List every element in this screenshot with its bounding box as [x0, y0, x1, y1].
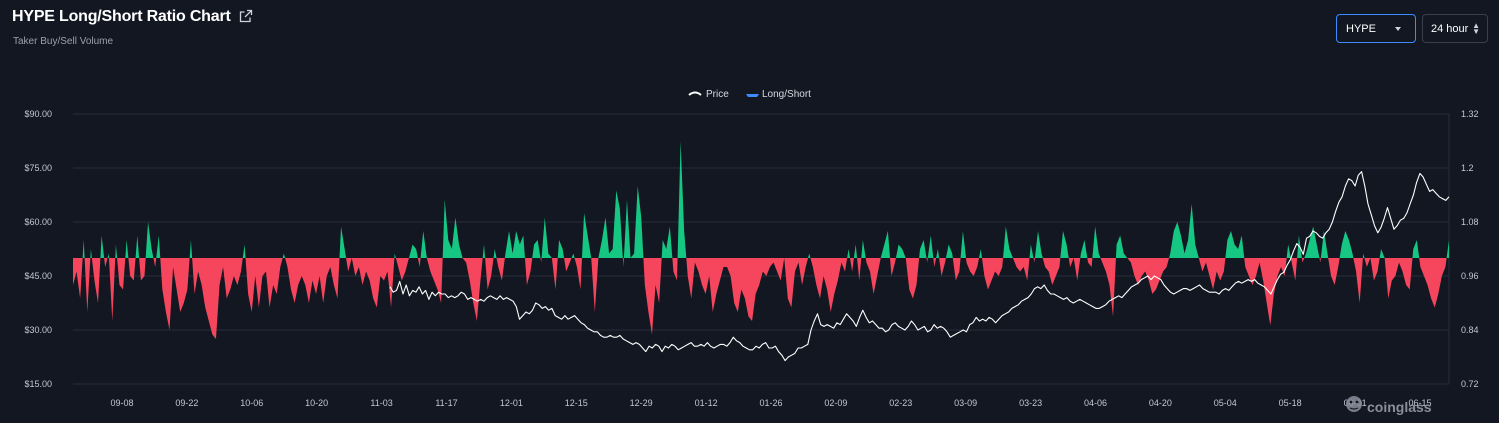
sort-arrows-icon: ▲ ▼ — [1472, 21, 1480, 36]
y-left-tick-label: $30.00 — [24, 325, 52, 335]
x-tick-label: 09-08 — [110, 398, 133, 408]
long-short-area — [73, 141, 1450, 339]
x-tick-label: 05-04 — [1214, 398, 1237, 408]
period-select-value: 24 hour — [1431, 22, 1469, 35]
y-right-tick-label: 1.2 — [1461, 163, 1474, 173]
x-tick-label: 04-06 — [1084, 398, 1107, 408]
price-series-line — [389, 171, 1450, 362]
y-left-tick-label: $45.00 — [24, 271, 52, 281]
y-right-tick-label: 0.84 — [1461, 325, 1479, 335]
y-right-tick-label: 0.72 — [1461, 379, 1479, 389]
period-select[interactable]: 24 hour ▲ ▼ — [1422, 14, 1488, 43]
x-tick-label: 03-09 — [954, 398, 977, 408]
y-right-tick-label: 1.08 — [1461, 217, 1479, 227]
x-tick-label: 10-20 — [305, 398, 328, 408]
chart-title: HYPE Long/Short Ratio Chart — [12, 8, 231, 25]
x-tick-label: 11-03 — [370, 398, 392, 408]
legend-long-short-swatch — [746, 94, 759, 97]
x-tick-label: 09-22 — [175, 398, 198, 408]
title-row: HYPE Long/Short Ratio Chart — [12, 8, 255, 26]
x-tick-label: 12-15 — [565, 398, 588, 408]
long-area — [82, 141, 1450, 258]
short-area — [73, 258, 1447, 339]
coinglass-logo-icon — [1346, 396, 1362, 412]
chart-legend[interactable]: Price Long/Short — [688, 89, 811, 100]
watermark: coinglass — [1346, 396, 1432, 415]
x-tick-label: 02-09 — [824, 398, 847, 408]
watermark-text: coinglass — [1367, 399, 1432, 415]
x-tick-label: 02-23 — [889, 398, 912, 408]
y-left-tick-label: $75.00 — [24, 163, 52, 173]
x-tick-label: 01-12 — [695, 398, 718, 408]
y-left-tick-label: $60.00 — [24, 217, 52, 227]
symbol-select-value: HYPE — [1346, 22, 1376, 35]
y-right-tick-label: 0.96 — [1461, 271, 1479, 281]
x-tick-label: 05-18 — [1279, 398, 1302, 408]
y-left-tick-label: $90.00 — [24, 109, 52, 119]
y-left-tick-label: $15.00 — [24, 379, 52, 389]
x-tick-label: 11-17 — [435, 398, 457, 408]
legend-price-label[interactable]: Price — [706, 89, 729, 100]
legend-price-swatch — [688, 91, 702, 96]
x-tick-label: 01-26 — [759, 398, 782, 408]
x-tick-label: 10-06 — [240, 398, 263, 408]
chevron-down-icon — [1395, 27, 1401, 31]
x-tick-label: 03-23 — [1019, 398, 1042, 408]
x-tick-label: 06-15 — [1408, 398, 1431, 408]
symbol-select[interactable]: HYPE — [1336, 14, 1416, 43]
x-tick-label: 12-29 — [630, 398, 653, 408]
x-tick-label: 04-20 — [1149, 398, 1172, 408]
external-link-icon[interactable] — [239, 9, 255, 25]
price-line — [389, 171, 1450, 362]
x-tick-label: 12-01 — [500, 398, 523, 408]
axes: $15.00 $30.00 $45.00 $60.00 $75.00 $90.00 0.72… — [24, 109, 1478, 408]
chart-subtitle: Taker Buy/Sell Volume — [13, 36, 114, 47]
legend-long-short-label[interactable]: Long/Short — [762, 89, 811, 100]
y-right-tick-label: 1.32 — [1461, 109, 1479, 119]
